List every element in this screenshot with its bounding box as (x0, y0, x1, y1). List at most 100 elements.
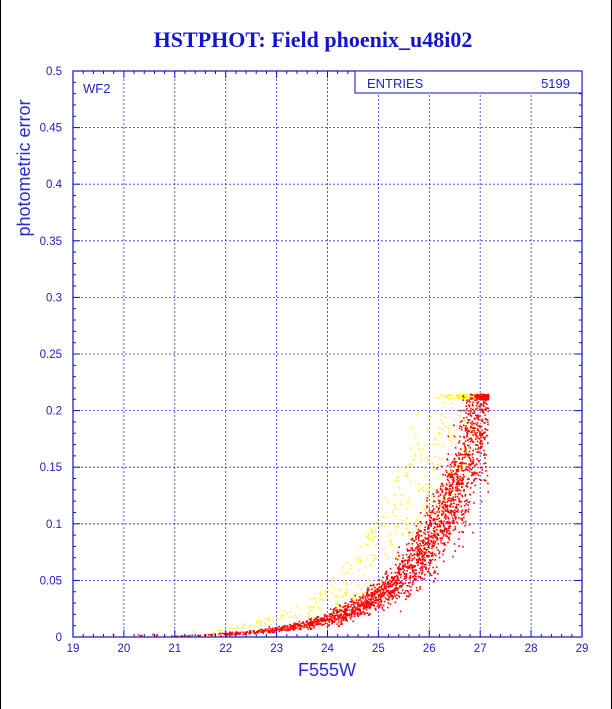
scatter-point (432, 537, 434, 539)
scatter-point (465, 503, 467, 505)
scatter-point (298, 624, 301, 626)
scatter-point (429, 517, 432, 519)
scatter-point (462, 531, 464, 533)
scatter-point (280, 618, 282, 620)
scatter-point (451, 492, 453, 494)
scatter-point (468, 508, 470, 511)
scatter-point (441, 491, 444, 493)
scatter-point (363, 607, 366, 609)
scatter-point (330, 618, 332, 621)
scatter-point (404, 563, 407, 565)
scatter-point (308, 615, 311, 617)
scatter-point (466, 436, 468, 438)
scatter-point (425, 566, 427, 569)
scatter-point (258, 619, 261, 622)
scatter-point (310, 619, 312, 621)
scatter-point (413, 553, 415, 556)
scatter-point (308, 626, 311, 628)
scatter-point (456, 414, 459, 416)
scatter-point (417, 482, 419, 485)
scatter-point (453, 480, 455, 482)
scatter-point (449, 522, 452, 524)
scatter-point (330, 613, 333, 615)
scatter-point (405, 576, 408, 579)
scatter-point (393, 479, 396, 481)
scatter-point (273, 631, 276, 633)
chart-title: HSTPHOT: Field phoenix_u48i02 (154, 27, 473, 52)
scatter-point (482, 397, 485, 400)
scatter-point (483, 449, 485, 452)
scatter-point (463, 409, 465, 412)
scatter-point (472, 434, 474, 436)
scatter-point (294, 622, 296, 625)
scatter-point (376, 589, 379, 591)
y-axis-label: photometric error (14, 99, 34, 236)
scatter-point (485, 419, 487, 421)
scatter-point (334, 616, 336, 619)
scatter-point (467, 413, 470, 416)
scatter-point (375, 601, 377, 604)
scatter-point (469, 440, 472, 443)
scatter-point (378, 604, 381, 607)
scatter-point (424, 543, 427, 546)
scatter-point (440, 530, 443, 533)
scatter-point (375, 609, 377, 611)
scatter-point (465, 429, 468, 431)
scatter-point (282, 628, 285, 631)
scatter-point (364, 603, 367, 606)
scatter-point (444, 501, 446, 504)
scatter-point (360, 597, 362, 599)
scatter-point (393, 576, 396, 579)
scatter-point (337, 609, 339, 611)
scatter-point (484, 462, 487, 464)
scatter-point (462, 474, 465, 476)
scatter-point (456, 495, 459, 498)
scatter-point (436, 515, 439, 518)
scatter-point (325, 589, 327, 592)
scatter-point (419, 521, 422, 523)
scatter-point (468, 393, 471, 396)
scatter-point (422, 505, 424, 507)
scatter-point (302, 622, 305, 625)
scatter-point (468, 501, 471, 503)
scatter-point (441, 537, 444, 540)
scatter-point (386, 578, 389, 580)
scatter-point (333, 587, 336, 590)
scatter-point (331, 614, 333, 616)
scatter-point (343, 579, 345, 581)
scatter-point (329, 618, 331, 621)
scatter-point (384, 597, 387, 599)
scatter-point (444, 486, 447, 489)
scatter-point (457, 394, 460, 397)
scatter-point (449, 463, 452, 466)
scatter-point (486, 399, 488, 401)
scatter-point (427, 540, 429, 542)
scatter-point (464, 445, 466, 448)
scatter-point (308, 618, 311, 620)
scatter-point (346, 562, 349, 564)
scatter-point (416, 542, 418, 544)
scatter-point (382, 604, 385, 607)
scatter-point (419, 550, 421, 553)
scatter-point (472, 458, 475, 461)
scatter-point (435, 523, 437, 525)
scatter-point (442, 500, 445, 502)
scatter-point (368, 598, 370, 600)
scatter-point (462, 395, 464, 397)
scatter-point (390, 580, 393, 583)
scatter-point (347, 606, 349, 609)
scatter-point (485, 479, 487, 482)
scatter-point (328, 624, 331, 626)
scatter-point (399, 567, 401, 570)
scatter-point (439, 501, 441, 503)
scatter-point (440, 419, 443, 422)
scatter-point (453, 502, 455, 505)
scatter-point (479, 405, 482, 407)
scatter-point (449, 476, 451, 479)
scatter-point (438, 456, 440, 459)
scatter-point (477, 437, 480, 439)
scatter-point (366, 594, 368, 597)
scatter-point (485, 454, 487, 456)
scatter-point (458, 395, 460, 398)
scatter-point (344, 605, 347, 607)
